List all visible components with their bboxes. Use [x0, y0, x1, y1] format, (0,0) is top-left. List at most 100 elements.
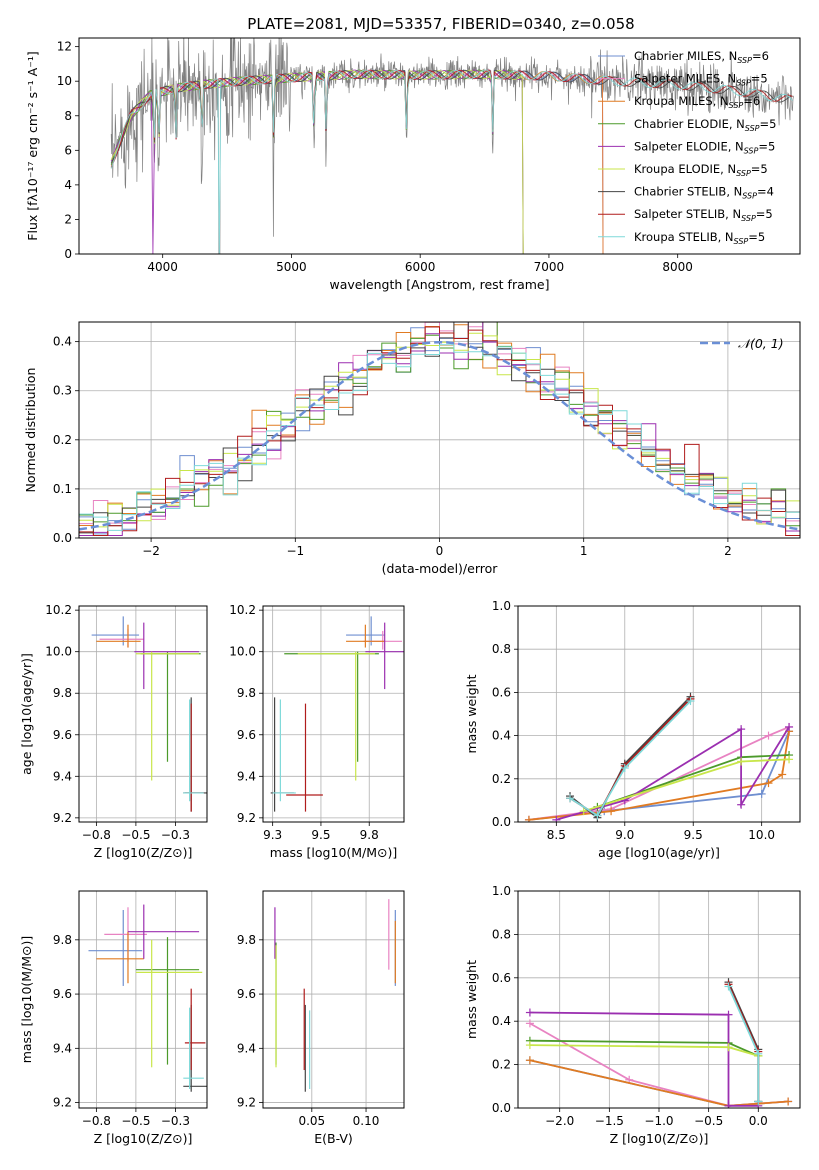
data-point: [99, 628, 144, 648]
chart-residual_distribution: −2 −1 0 1 2 0.0 0.1 0.2 0.3 0.4 (data-model)/error…: [23, 321, 801, 576]
y-tick-label: 9.4: [237, 769, 256, 783]
x-tick-label: 9.5: [684, 828, 703, 842]
y-tick-label: 12: [57, 40, 72, 54]
y-tick-label: 9.2: [237, 1096, 256, 1110]
x-tick-label: 7000: [534, 260, 565, 274]
residual-histogram: [79, 326, 800, 536]
y-tick-label: 0.6: [492, 971, 511, 985]
x-tick-label: −0.5: [121, 828, 150, 842]
axes-frame: [262, 605, 405, 823]
y-axis-label: Flux [fλ10⁻¹⁷ erg cm⁻² s⁻¹ A⁻¹]: [25, 51, 40, 240]
weight-marker: [724, 1043, 733, 1052]
data-point: [127, 904, 200, 959]
data-point: [365, 622, 404, 690]
plot-area: [525, 978, 793, 1108]
y-tick-label: 9.2: [53, 811, 72, 825]
weight-marker: [724, 982, 733, 991]
y-tick-label: 10.2: [229, 603, 256, 617]
axes-frame: [517, 605, 801, 823]
y-tick-label: 0.0: [53, 531, 72, 545]
y-axis-label: mass [log10(M/M⊙)]: [19, 936, 34, 1064]
y-tick-label: 0.0: [492, 815, 511, 829]
x-tick-label: −1: [286, 544, 304, 558]
weight-marker: [566, 794, 575, 803]
y-tick-label: 0.0: [492, 1101, 511, 1115]
x-axis-label: mass [log10(M/M⊙)]: [270, 845, 398, 860]
y-tick-label: 9.6: [237, 987, 256, 1001]
weight-marker: [525, 1019, 534, 1028]
weight-marker: [785, 755, 794, 764]
y-tick-label: 0.2: [492, 1058, 511, 1072]
weight-marker: [764, 779, 773, 788]
y-tick-label: 9.2: [237, 811, 256, 825]
y-tick-label: 10: [57, 74, 72, 88]
axes-frame: [78, 37, 801, 255]
data-point: [183, 697, 207, 812]
y-tick-label: 0.8: [492, 642, 511, 656]
y-axis-label: mass weight: [464, 960, 479, 1039]
weight-marker: [737, 725, 746, 734]
y-tick-label: 9.2: [53, 1096, 72, 1110]
x-tick-label: 9.3: [263, 828, 282, 842]
chart-weight_vs_age: 8.5 9.0 9.5 10.0 0.0 0.2 0.4 0.6 0.8 1.0 age [log1…: [464, 599, 801, 860]
x-tick-label: 2: [724, 544, 732, 558]
data-point: [272, 699, 296, 802]
weight-marker: [778, 770, 787, 779]
legend-label: 𝒩(0, 1): [738, 336, 784, 351]
y-axis-label: mass weight: [464, 674, 479, 753]
y-tick-label: 1.0: [492, 884, 511, 898]
axes-frame: [262, 890, 405, 1109]
weight-marker: [754, 1049, 763, 1058]
y-axis-label: Normed distribution: [23, 368, 38, 493]
x-tick-label: 6000: [405, 260, 436, 274]
weight-marker: [525, 1056, 534, 1065]
weight-marker: [724, 1101, 733, 1108]
legend-label: Chabrier STELIB, NSSP=4: [634, 185, 774, 201]
x-tick-label: 0.10: [353, 1114, 380, 1128]
y-tick-label: 0: [64, 247, 72, 261]
y-tick-label: 9.4: [53, 769, 72, 783]
weight-marker: [686, 697, 695, 706]
data-point: [346, 624, 385, 648]
axes-frame: [517, 890, 801, 1109]
weight-marker: [525, 1041, 534, 1050]
y-tick-label: 0.2: [53, 433, 72, 447]
data-point: [88, 909, 143, 986]
x-tick-label: −0.3: [161, 828, 190, 842]
grid: [263, 891, 404, 1108]
y-axis-label: age [log10(age/yr)]: [19, 653, 34, 775]
x-tick-label: −0.8: [82, 1114, 111, 1128]
weight-marker: [552, 815, 561, 822]
x-axis-label: wavelength [Angstrom, rest frame]: [329, 277, 549, 292]
weight-marker: [525, 1008, 534, 1017]
y-tick-label: 0.8: [492, 927, 511, 941]
legend-label: Salpeter MILES, NSSP=5: [634, 72, 768, 88]
axes-frame: [78, 321, 801, 539]
y-tick-label: 9.8: [53, 686, 72, 700]
plot-area: [79, 322, 800, 536]
x-tick-label: −1.5: [595, 1114, 624, 1128]
data-point: [104, 907, 147, 962]
y-tick-label: 10.0: [229, 645, 256, 659]
residual-histogram: [79, 344, 800, 531]
weight-marker: [579, 807, 588, 816]
weight-marker: [784, 1097, 793, 1106]
legend-label: Salpeter ELODIE, NSSP=5: [634, 139, 775, 155]
x-tick-label: −2.0: [545, 1114, 574, 1128]
x-tick-label: −0.5: [694, 1114, 723, 1128]
weight-marker: [724, 1010, 733, 1019]
weight-marker: [737, 757, 746, 766]
y-tick-label: 0.4: [53, 335, 72, 349]
plot-area: [88, 904, 207, 1092]
axes-frame: [78, 890, 208, 1109]
x-tick-label: −2: [142, 544, 160, 558]
data-point: [184, 703, 204, 812]
x-tick-label: 8.5: [547, 828, 566, 842]
y-tick-label: 0.4: [492, 1014, 511, 1028]
y-tick-label: 0.1: [53, 482, 72, 496]
data-point: [135, 651, 200, 781]
x-tick-label: 9.8: [360, 828, 379, 842]
x-tick-label: −0.8: [82, 828, 111, 842]
legend-label: Kroupa STELIB, NSSP=5: [634, 230, 765, 246]
